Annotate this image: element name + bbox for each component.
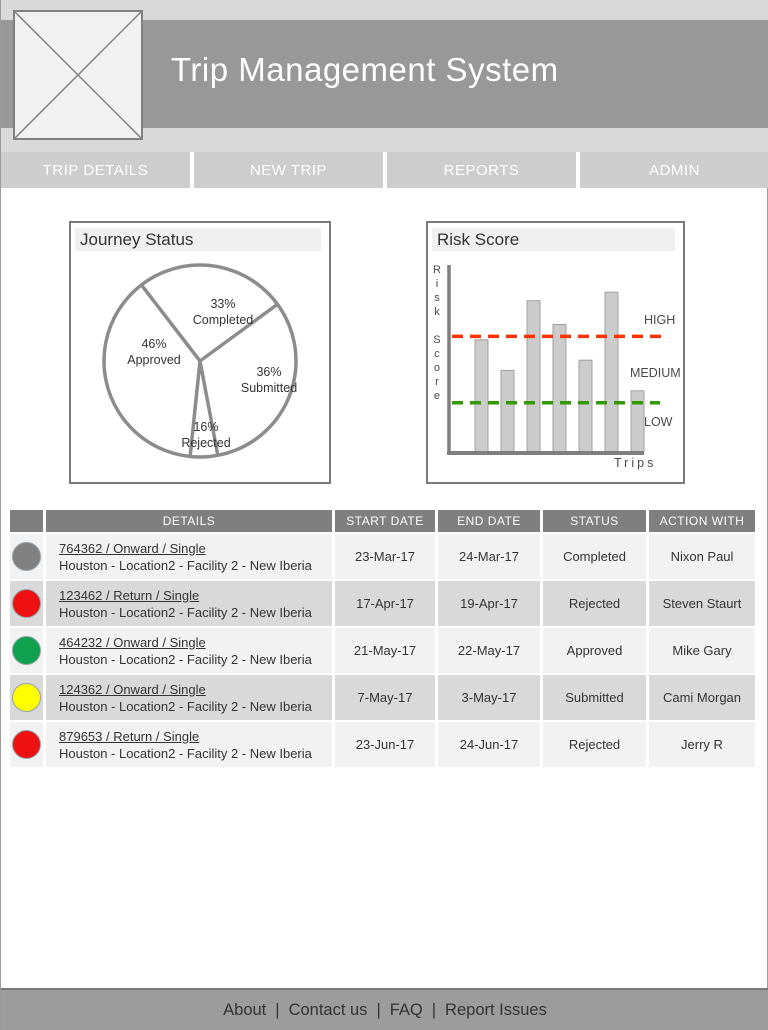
col-header-action-with: ACTION WITH: [649, 510, 755, 532]
logo-image-placeholder: [13, 10, 143, 140]
trip-details-link[interactable]: 879653 / Return / Single: [59, 728, 200, 744]
journey-status-panel: Journey Status 33% Completed 46% Approved …: [69, 221, 331, 484]
footer-link-faq[interactable]: FAQ: [389, 1000, 423, 1019]
table-row[interactable]: 464232 / Onward / Single Houston - Locati…: [10, 628, 755, 673]
risk-level-medium-label: MEDIUM: [630, 366, 681, 380]
table-header-row: DETAILS START DATE END DATE STATUS ACTIO…: [10, 510, 755, 532]
pie-label-completed: 33% Completed: [192, 296, 254, 327]
action-with-cell: Cami Morgan: [649, 675, 755, 720]
table-row[interactable]: 879653 / Return / Single Houston - Locati…: [10, 722, 755, 767]
col-header-details: DETAILS: [46, 510, 332, 532]
image-placeholder-x-icon: [15, 12, 141, 138]
end-date-cell: 24-Jun-17: [438, 722, 540, 767]
table-row[interactable]: 764362 / Onward / Single Houston - Locati…: [10, 534, 755, 579]
trips-table: DETAILS START DATE END DATE STATUS ACTIO…: [7, 508, 758, 769]
journey-status-pie-chart: [102, 263, 298, 459]
trip-route: Houston - Location2 - Facility 2 - New I…: [59, 698, 312, 714]
risk-score-title: Risk Score: [432, 228, 675, 251]
status-dot: [12, 589, 41, 618]
trip-route: Houston - Location2 - Facility 2 - New I…: [59, 604, 312, 620]
footer-separator: |: [376, 1000, 381, 1019]
table-row[interactable]: 123462 / Return / Single Houston - Locati…: [10, 581, 755, 626]
end-date-cell: 22-May-17: [438, 628, 540, 673]
start-date-cell: 7-May-17: [335, 675, 435, 720]
status-cell: Submitted: [543, 675, 646, 720]
action-with-cell: Steven Staurt: [649, 581, 755, 626]
risk-level-high-label: HIGH: [644, 313, 676, 327]
pie-label-rejected: 16% Rejected: [181, 419, 231, 450]
status-dot: [12, 730, 41, 759]
nav-tab-new-trip[interactable]: NEW TRIP: [194, 152, 383, 188]
trip-route: Houston - Location2 - Facility 2 - New I…: [59, 651, 312, 667]
journey-status-title: Journey Status: [75, 228, 321, 251]
status-dot: [12, 636, 41, 665]
status-cell: Rejected: [543, 581, 646, 626]
pie-label-submitted: 36% Submitted: [240, 364, 298, 395]
start-date-cell: 17-Apr-17: [335, 581, 435, 626]
col-header-status: STATUS: [543, 510, 646, 532]
col-header-status-dot: [10, 510, 43, 532]
risk-y-axis-label: R i s k S c o r e: [433, 264, 441, 402]
action-with-cell: Mike Gary: [649, 628, 755, 673]
start-date-cell: 21-May-17: [335, 628, 435, 673]
risk-score-panel: Risk Score R i s k S c o r e HIGH MEDIUM…: [426, 221, 685, 484]
footer: About | Contact us | FAQ | Report Issues: [1, 988, 768, 1030]
action-with-cell: Nixon Paul: [649, 534, 755, 579]
start-date-cell: 23-Jun-17: [335, 722, 435, 767]
col-header-end-date: END DATE: [438, 510, 540, 532]
action-with-cell: Jerry R: [649, 722, 755, 767]
end-date-cell: 24-Mar-17: [438, 534, 540, 579]
footer-link-about[interactable]: About: [223, 1000, 267, 1019]
trip-details-link[interactable]: 764362 / Onward / Single: [59, 540, 206, 556]
start-date-cell: 23-Mar-17: [335, 534, 435, 579]
end-date-cell: 3-May-17: [438, 675, 540, 720]
footer-link-contact-us[interactable]: Contact us: [288, 1000, 368, 1019]
trip-details-link[interactable]: 124362 / Onward / Single: [59, 681, 206, 697]
trip-details-link[interactable]: 123462 / Return / Single: [59, 587, 200, 603]
trip-details-link[interactable]: 464232 / Onward / Single: [59, 634, 206, 650]
risk-x-axis-label: Trips: [614, 456, 657, 470]
end-date-cell: 19-Apr-17: [438, 581, 540, 626]
footer-separator: |: [431, 1000, 437, 1019]
nav-tab-reports[interactable]: REPORTS: [387, 152, 576, 188]
header: Trip Management System: [1, 0, 768, 152]
nav-tab-trip-details[interactable]: TRIP DETAILS: [1, 152, 190, 188]
app-title: Trip Management System: [171, 51, 559, 88]
status-cell: Rejected: [543, 722, 646, 767]
table-row[interactable]: 124362 / Onward / Single Houston - Locati…: [10, 675, 755, 720]
trip-route: Houston - Location2 - Facility 2 - New I…: [59, 557, 312, 573]
footer-separator: |: [275, 1000, 280, 1019]
nav-tab-admin[interactable]: ADMIN: [580, 152, 768, 188]
col-header-start-date: START DATE: [335, 510, 435, 532]
status-dot: [12, 542, 41, 571]
pie-label-approved: 46% Approved: [127, 336, 181, 367]
risk-score-bar-chart: [447, 265, 662, 455]
main-nav: TRIP DETAILS NEW TRIP REPORTS ADMIN: [1, 152, 768, 188]
footer-link-report-issues[interactable]: Report Issues: [445, 1000, 547, 1019]
risk-level-low-label: LOW: [644, 415, 673, 429]
status-dot: [12, 683, 41, 712]
trip-route: Houston - Location2 - Facility 2 - New I…: [59, 745, 312, 761]
status-cell: Completed: [543, 534, 646, 579]
status-cell: Approved: [543, 628, 646, 673]
